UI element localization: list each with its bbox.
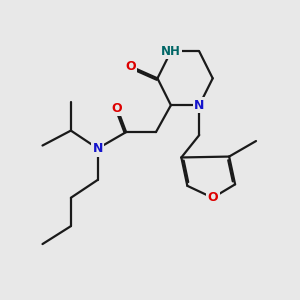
Text: N: N <box>93 142 103 155</box>
Text: NH: NH <box>161 45 181 58</box>
Text: O: O <box>112 102 122 115</box>
Text: N: N <box>194 99 205 112</box>
Text: O: O <box>207 191 218 204</box>
Text: O: O <box>125 60 136 73</box>
